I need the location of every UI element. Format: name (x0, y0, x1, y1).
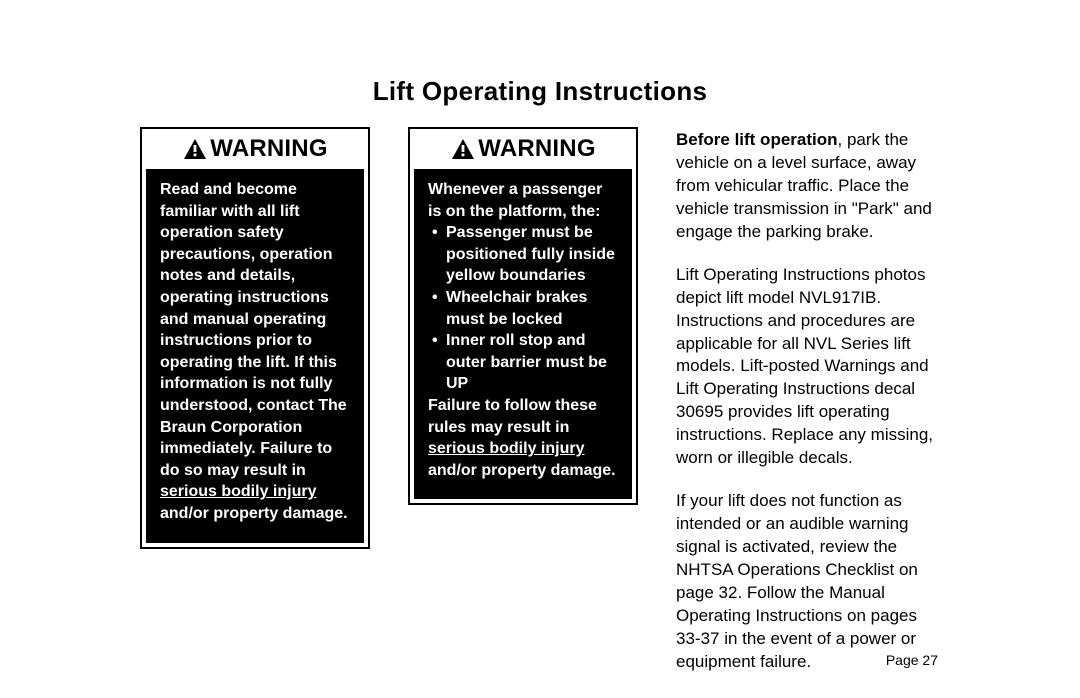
warning-inner-2: WARNING Whenever a passenger is on the p… (414, 133, 632, 499)
box1-pre: Read and become familiar with all lift o… (160, 181, 347, 479)
right-p2: Lift Operating Instructions photos depic… (676, 264, 940, 470)
box2-out-post: and/or property damage. (428, 462, 616, 479)
warning-box-1: WARNING Read and become familiar with al… (140, 127, 370, 549)
right-column: Before lift operation, park the vehicle … (676, 127, 940, 694)
content-columns: WARNING Read and become familiar with al… (0, 127, 1080, 694)
page-number: Page 27 (886, 652, 938, 668)
box2-bullet-2: Wheelchair brakes must be locked (428, 287, 618, 330)
alert-icon (450, 135, 476, 163)
box1-post: and/or property damage. (160, 505, 348, 522)
box2-bullet-3: Inner roll stop and outer barrier must b… (428, 330, 618, 395)
warning-label-2: WARNING (478, 135, 595, 163)
box1-underlined: serious bodily injury (160, 483, 316, 500)
alert-icon (182, 135, 208, 163)
box2-bullet-1: Passenger must be positioned fully insid… (428, 222, 618, 287)
warning-label-1: WARNING (210, 135, 327, 163)
box2-intro: Whenever a passenger is on the platform,… (428, 179, 618, 222)
warning-header-2: WARNING (414, 133, 632, 169)
right-p1: Before lift operation, park the vehicle … (676, 129, 940, 244)
right-p3: If your lift does not function as intend… (676, 490, 940, 674)
warning-box-2: WARNING Whenever a passenger is on the p… (408, 127, 638, 505)
warning-body-2: Whenever a passenger is on the platform,… (414, 169, 632, 499)
page-title: Lift Operating Instructions (0, 0, 1080, 127)
right-p1-bold: Before lift operation (676, 130, 838, 149)
box2-out-pre: Failure to follow these rules may result… (428, 397, 597, 436)
box2-list: Passenger must be positioned fully insid… (428, 222, 618, 395)
warning-inner-1: WARNING Read and become familiar with al… (146, 133, 364, 543)
box2-out-underlined: serious bodily injury (428, 440, 584, 457)
warning-header-1: WARNING (146, 133, 364, 169)
warning-body-1: Read and become familiar with all lift o… (146, 169, 364, 543)
